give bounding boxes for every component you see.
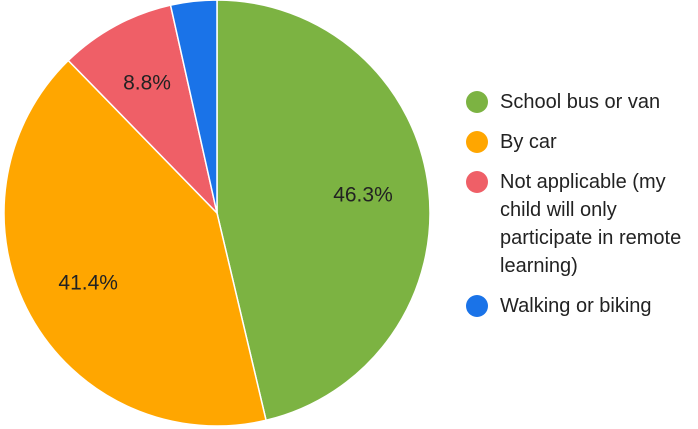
legend-item: Walking or biking xyxy=(466,292,698,320)
legend-item: Not applicable (my child will only parti… xyxy=(466,168,698,280)
legend-swatch xyxy=(466,91,488,113)
pie-slice xyxy=(169,0,218,214)
legend-swatch xyxy=(466,295,488,317)
legend-item: School bus or van xyxy=(466,88,698,116)
pie-slice xyxy=(3,59,267,427)
legend-label: School bus or van xyxy=(500,91,661,113)
legend: School bus or van By car Not applicable (m… xyxy=(466,88,698,332)
legend-label: By car xyxy=(500,131,557,153)
pie-slice xyxy=(67,4,219,216)
legend-label: Walking or biking xyxy=(500,295,652,317)
data-label: 46.3% xyxy=(333,184,393,207)
legend-swatch xyxy=(466,171,488,193)
pie: 46.3% 41.4% 8.8% xyxy=(3,0,431,427)
legend-swatch xyxy=(466,131,488,153)
legend-item: By car xyxy=(466,128,698,156)
data-label: 8.8% xyxy=(123,71,171,94)
legend-label: Not applicable (my child will only parti… xyxy=(500,171,682,277)
data-label: 41.4% xyxy=(58,271,118,294)
pie-slice xyxy=(216,0,431,422)
